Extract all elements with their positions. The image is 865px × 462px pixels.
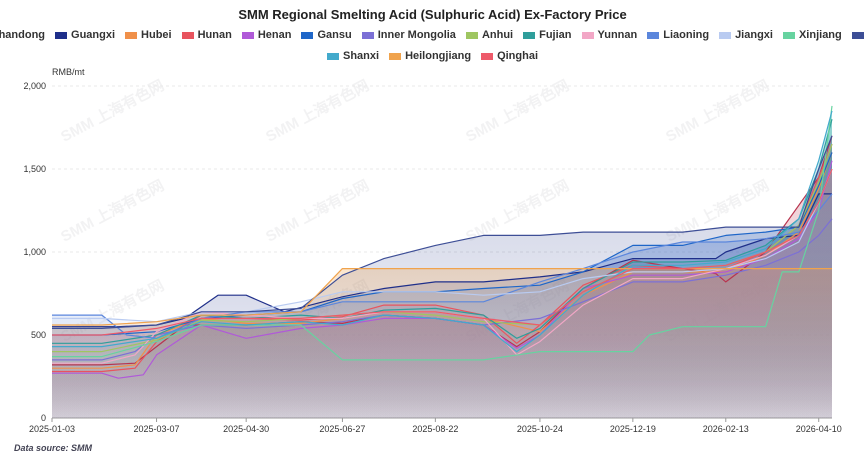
legend-swatch-icon: [55, 31, 68, 39]
y-tick-label: 0: [41, 413, 46, 423]
legend-label: Guangxi: [71, 29, 116, 41]
legend-item-anhui[interactable]: Anhui: [465, 29, 514, 41]
legend-label: Gansu: [317, 29, 352, 41]
legend-item-xinjiang[interactable]: Xinjiang: [782, 29, 842, 41]
legend-item-heilongjiang[interactable]: Heilongjiang: [389, 50, 471, 62]
x-tick-label: 2025-04-30: [223, 424, 269, 434]
legend-label: Inner Mongolia: [377, 29, 456, 41]
legend-item-liaoning[interactable]: Liaoning: [647, 29, 709, 41]
legend-swatch-icon: [389, 52, 402, 60]
y-tick-label: 1,500: [23, 164, 46, 174]
x-tick-label: 2026-02-13: [703, 424, 749, 434]
x-tick-label: 2025-01-03: [29, 424, 75, 434]
legend-swatch-icon: [241, 31, 254, 39]
legend-label: Shandong: [0, 29, 46, 41]
legend-item-jilin[interactable]: Jilin: [851, 29, 865, 41]
legend-swatch-icon: [647, 31, 660, 39]
series-line-shanxi: [52, 110, 833, 353]
legend-label: Jiangxi: [735, 29, 773, 41]
legend-item-shanxi[interactable]: Shanxi: [326, 50, 380, 62]
legend-row-1: Shandong Guangxi Hubei Hunan Henan Gansu Inner…: [0, 29, 865, 41]
legend-label: Hubei: [141, 29, 172, 41]
legend-swatch-icon: [523, 31, 536, 39]
y-tick-label: 1,000: [23, 247, 46, 257]
legend-item-shandong[interactable]: Shandong: [0, 29, 45, 41]
legend-swatch-icon: [719, 31, 732, 39]
legend-item-guangxi[interactable]: Guangxi: [55, 29, 115, 41]
x-tick-label: 2025-06-27: [319, 424, 365, 434]
x-tick-label: 2025-10-24: [517, 424, 563, 434]
legend-swatch-icon: [326, 52, 339, 60]
x-tick-label: 2026-04-10: [796, 424, 842, 434]
series-line-guangxi: [52, 193, 832, 328]
y-tick-label: 2,000: [23, 81, 46, 91]
series-area-qinghai: [52, 169, 832, 418]
legend-item-yunnan[interactable]: Yunnan: [581, 29, 638, 41]
x-tick-label: 2025-03-07: [134, 424, 180, 434]
legend-label: Xinjiang: [798, 29, 842, 41]
legend-item-hunan[interactable]: Hunan: [181, 29, 232, 41]
legend-item-inner-mongolia[interactable]: Inner Mongolia: [361, 29, 456, 41]
chart-title: SMM Regional Smelting Acid (Sulphuric Ac…: [238, 7, 627, 22]
legend-swatch-icon: [581, 31, 594, 39]
legend-item-jiangxi[interactable]: Jiangxi: [719, 29, 773, 41]
legend-label: Fujian: [539, 29, 572, 41]
legend-row-2: Shanxi Heilongjiang Qinghai: [0, 50, 865, 62]
legend-item-fujian[interactable]: Fujian: [523, 29, 572, 41]
series-line-qinghai: [52, 168, 833, 336]
legend-label: Hunan: [197, 29, 232, 41]
legend-swatch-icon: [782, 31, 795, 39]
legend-label: Shanxi: [342, 50, 380, 62]
legend-label: Henan: [257, 29, 292, 41]
y-tick-label: 500: [31, 330, 46, 340]
legend-item-henan[interactable]: Henan: [241, 29, 292, 41]
y-axis-unit-label: RMB/mt: [52, 67, 85, 77]
legend-label: Anhui: [481, 29, 514, 41]
legend-item-hubei[interactable]: Hubei: [125, 29, 172, 41]
legend-label: Heilongjiang: [405, 50, 472, 62]
legend-label: Qinghai: [497, 50, 539, 62]
legend-swatch-icon: [361, 31, 374, 39]
legend-swatch-icon: [465, 31, 478, 39]
series-line-heilongjiang: [52, 268, 832, 326]
series-line-jilin: [52, 135, 833, 329]
legend-swatch-icon: [481, 52, 494, 60]
legend-label: Yunnan: [597, 29, 638, 41]
legend-swatch-icon: [125, 31, 138, 39]
data-source-note: Data source: SMM: [14, 443, 93, 453]
legend-label: Liaoning: [663, 29, 710, 41]
x-tick-label: 2025-08-22: [412, 424, 458, 434]
series-line-xinjiang: [52, 105, 833, 361]
legend-swatch-icon: [851, 31, 864, 39]
x-tick-label: 2025-12-19: [610, 424, 656, 434]
legend-item-gansu[interactable]: Gansu: [301, 29, 352, 41]
legend-item-qinghai[interactable]: Qinghai: [481, 50, 538, 62]
legend-swatch-icon: [301, 31, 314, 39]
legend-swatch-icon: [181, 31, 194, 39]
